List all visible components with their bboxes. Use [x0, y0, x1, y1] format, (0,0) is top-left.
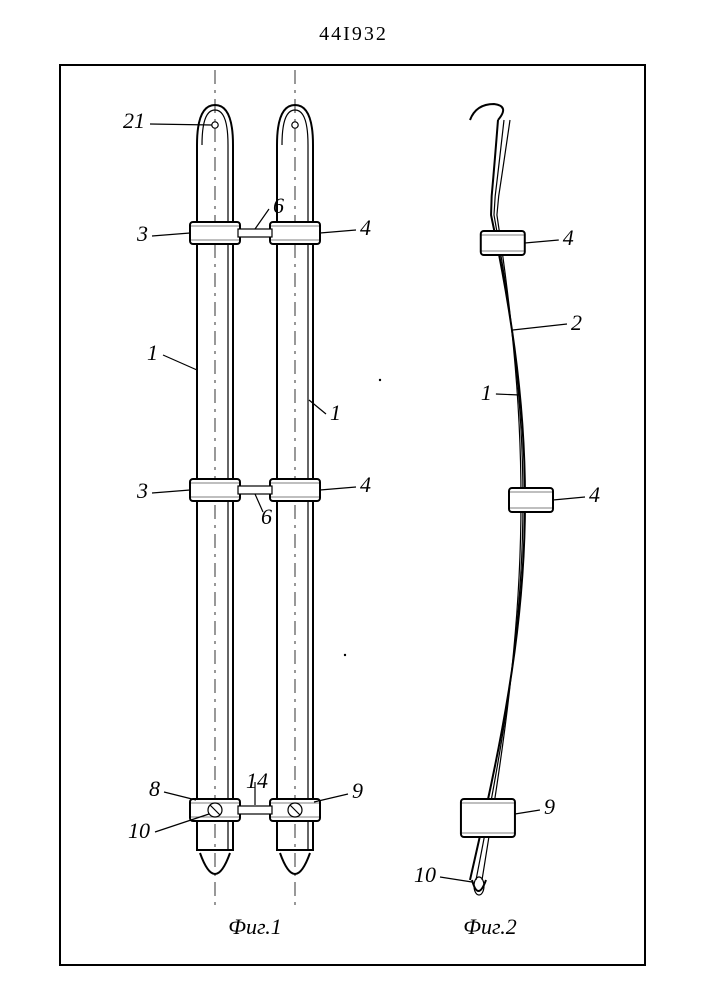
- leader: [152, 490, 190, 493]
- clamp: [270, 479, 320, 501]
- figure-canvas: 44I9322134611346891014Фиг.14214910Фиг.2: [0, 0, 707, 1000]
- speck: [379, 379, 381, 381]
- label-1: 1: [147, 340, 158, 365]
- label-2: 2: [571, 310, 582, 335]
- label-1: 1: [481, 380, 492, 405]
- leader: [314, 794, 348, 802]
- leader: [152, 233, 190, 236]
- label-10: 10: [128, 818, 150, 843]
- speck: [344, 654, 346, 656]
- side-lower-block: [461, 799, 515, 837]
- leader: [515, 810, 540, 814]
- label-10: 10: [414, 862, 436, 887]
- leader: [496, 394, 520, 395]
- leader: [513, 324, 567, 330]
- label-4: 4: [589, 482, 600, 507]
- label-14: 14: [246, 768, 268, 793]
- leader: [553, 497, 585, 500]
- side-top-hook: [470, 104, 503, 120]
- leader: [440, 877, 472, 882]
- leader: [255, 494, 263, 512]
- bridge: [238, 229, 272, 237]
- leader: [163, 355, 197, 370]
- doc-number: 44I932: [319, 23, 388, 45]
- leader: [525, 240, 559, 243]
- label-9: 9: [544, 794, 555, 819]
- clamp: [190, 479, 240, 501]
- leader: [320, 487, 356, 490]
- label-3: 3: [136, 478, 148, 503]
- side-clamp: [481, 231, 525, 255]
- fig2-caption: Фиг.2: [463, 914, 517, 939]
- label-6: 6: [273, 193, 284, 218]
- side-clamp: [509, 488, 553, 512]
- label-8: 8: [149, 776, 160, 801]
- label-6: 6: [261, 504, 272, 529]
- label-9: 9: [352, 778, 363, 803]
- label-1: 1: [330, 400, 341, 425]
- label-4: 4: [563, 225, 574, 250]
- clamp: [270, 222, 320, 244]
- label-4: 4: [360, 215, 371, 240]
- bridge: [238, 486, 272, 494]
- label-21: 21: [123, 108, 145, 133]
- leader: [255, 209, 269, 229]
- fig1-caption: Фиг.1: [228, 914, 282, 939]
- bridge: [238, 806, 272, 814]
- leader: [320, 230, 356, 233]
- label-3: 3: [136, 221, 148, 246]
- clamp: [190, 222, 240, 244]
- label-4: 4: [360, 472, 371, 497]
- leader: [164, 792, 196, 800]
